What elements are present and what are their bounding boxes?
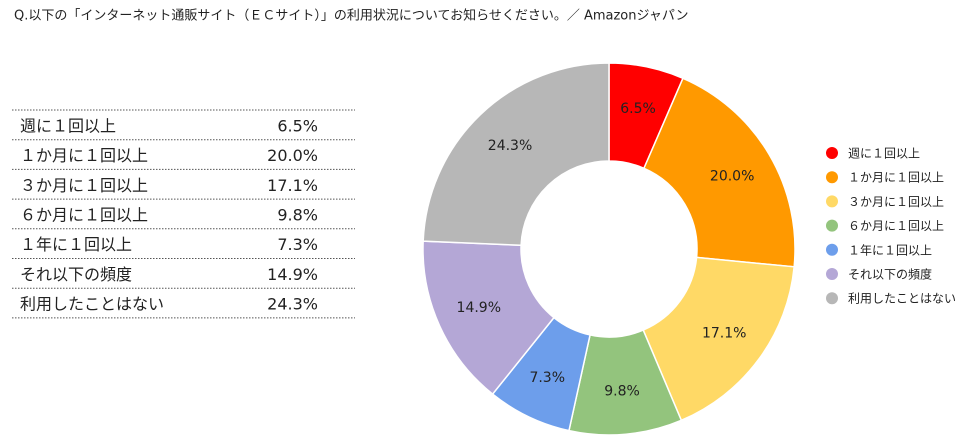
table-label: 週に１回以上 [20, 116, 116, 135]
legend-label: 週に１回以上 [848, 147, 920, 161]
legend-label: １か月に１回以上 [848, 171, 944, 185]
slice-label: 7.3% [529, 370, 565, 386]
chart-title: Q.以下の「インターネット通販サイト（ＥＣサイト）」の利用状況についてお知らせく… [14, 8, 689, 24]
legend-label: それ以下の頻度 [848, 267, 932, 282]
table-label: 利用したことはない [20, 295, 164, 314]
legend-label: 利用したことはない [848, 292, 956, 306]
table-value: 9.8% [277, 205, 318, 224]
table-label: １か月に１回以上 [20, 146, 148, 165]
legend-swatch [826, 219, 838, 232]
slice-label: 6.5% [620, 101, 656, 117]
table-label: ６か月に１回以上 [20, 205, 148, 224]
table-value: 14.9% [267, 265, 318, 284]
donut-slice [422, 240, 555, 396]
table-label: それ以下の頻度 [20, 265, 132, 284]
table-value: 24.3% [267, 295, 318, 314]
slice-label: 20.0% [710, 168, 754, 184]
legend-label: ６か月に１回以上 [848, 219, 944, 233]
legend-swatch [826, 243, 838, 256]
legend-label: １年に１回以上 [848, 243, 932, 257]
legend-swatch [826, 268, 838, 280]
slice-label: 24.3% [488, 138, 532, 154]
legend-swatch [826, 195, 838, 208]
legend-swatch [826, 292, 838, 305]
table-value: 6.5% [277, 116, 318, 135]
legend-swatch [826, 171, 838, 184]
legend-swatch [826, 147, 838, 159]
donut-slice [642, 256, 795, 422]
donut-slice [422, 62, 610, 247]
table-label: ３か月に１回以上 [20, 176, 148, 195]
table-label: １年に１回以上 [20, 235, 132, 254]
table-value: 17.1% [267, 176, 318, 195]
donut-slice [642, 77, 796, 268]
slice-label: 14.9% [457, 300, 501, 316]
slice-label: 9.8% [604, 383, 640, 399]
table-value: 20.0% [267, 146, 318, 165]
table-value: 7.3% [277, 235, 318, 254]
legend-label: ３か月に１回以上 [848, 195, 944, 209]
slice-label: 17.1% [702, 326, 746, 342]
